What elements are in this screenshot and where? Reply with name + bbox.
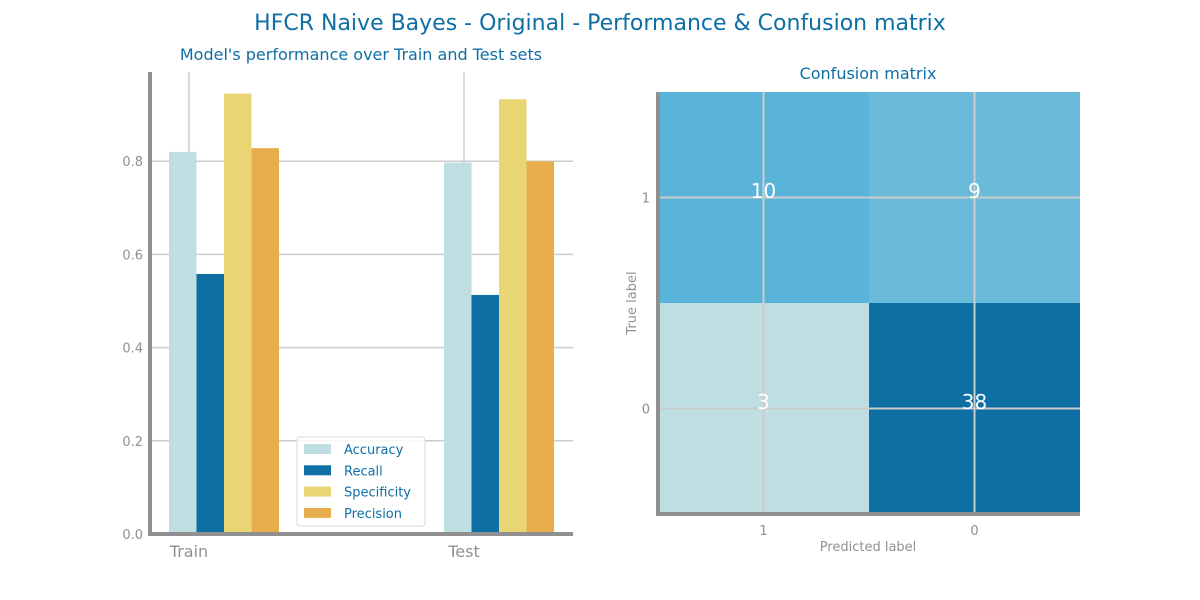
confusion-matrix-xlabel: Predicted label bbox=[820, 540, 917, 555]
confusion-matrix-axes: 1 010 bbox=[642, 92, 1080, 539]
bar-specificity-test bbox=[499, 99, 527, 535]
cm-cell-value: 10 bbox=[751, 179, 776, 203]
confusion-matrix-values: 10 9 3 38 bbox=[751, 179, 987, 414]
legend-label: Specificity bbox=[344, 486, 411, 501]
performance-bars bbox=[169, 93, 554, 535]
cm-cell-value: 38 bbox=[962, 390, 987, 414]
bar-accuracy-train bbox=[169, 151, 197, 534]
y-tick-label: 0.0 bbox=[122, 528, 143, 543]
cm-cell-value: 9 bbox=[968, 179, 981, 203]
legend-box bbox=[296, 436, 426, 527]
bar-precision-train bbox=[251, 148, 279, 535]
performance-chart-title: Model's performance over Train and Test … bbox=[180, 45, 542, 64]
legend-swatch bbox=[304, 465, 331, 476]
performance-axes: 0.0 0.2 0.4 0.6 0.8 Train Test bbox=[122, 72, 573, 561]
y-tick-label: 0.2 bbox=[122, 435, 143, 450]
cm-y-tick-label: 0 bbox=[642, 403, 650, 418]
confusion-matrix: Confusion matrix 10 93 38 1 010 Predicted l… bbox=[625, 64, 1080, 555]
cm-cell-value: 3 bbox=[757, 390, 770, 414]
figure-title: HFCR Naive Bayes - Original - Performanc… bbox=[254, 11, 946, 36]
y-tick-label: 0.4 bbox=[122, 342, 143, 357]
performance-legend: Accuracy Recall Specificity Precision bbox=[296, 436, 426, 527]
performance-chart: Model's performance over Train and Test … bbox=[122, 45, 573, 561]
legend-label: Recall bbox=[344, 464, 383, 479]
bar-recall-test bbox=[471, 294, 499, 534]
legend-label: Accuracy bbox=[344, 443, 404, 458]
cm-y-tick-label: 1 bbox=[642, 192, 650, 207]
legend-swatch bbox=[304, 486, 331, 497]
confusion-matrix-cells bbox=[658, 92, 1080, 514]
confusion-matrix-title: Confusion matrix bbox=[800, 64, 937, 83]
x-tick-label: Train bbox=[169, 542, 208, 561]
confusion-matrix-ylabel: True label bbox=[625, 271, 640, 335]
bar-precision-test bbox=[526, 161, 554, 534]
bar-recall-train bbox=[196, 273, 224, 534]
x-tick-label: Test bbox=[447, 542, 480, 561]
y-tick-label: 0.6 bbox=[122, 248, 143, 263]
bar-specificity-train bbox=[224, 93, 252, 534]
bar-accuracy-test bbox=[444, 162, 472, 534]
legend-swatch bbox=[304, 444, 331, 454]
cm-x-tick-label: 0 bbox=[970, 524, 978, 539]
cm-x-tick-label: 1 bbox=[759, 524, 767, 539]
legend-label: Precision bbox=[344, 507, 402, 522]
legend-swatch bbox=[304, 507, 331, 518]
y-tick-label: 0.8 bbox=[122, 155, 143, 170]
confusion-matrix-grid bbox=[658, 92, 1080, 514]
